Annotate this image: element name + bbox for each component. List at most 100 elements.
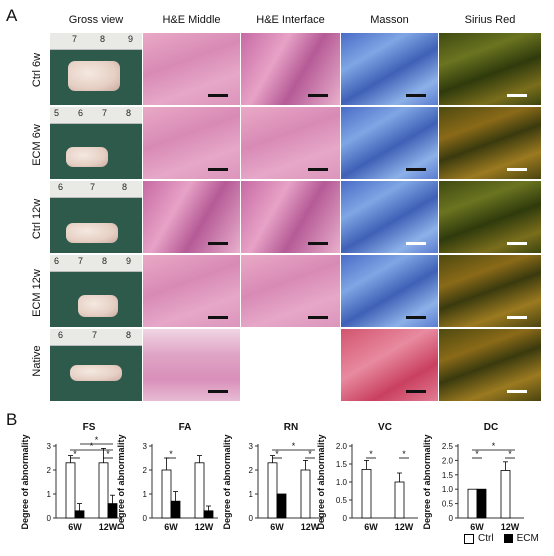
he-middle-native	[143, 329, 240, 401]
y-axis-label: Degree of abnormality	[316, 434, 326, 529]
sirius-ctrl-6w	[439, 33, 541, 105]
gross-ctrl-12w: 6 7 8	[50, 181, 142, 253]
significance-marker: *	[292, 441, 296, 451]
bar-ecm	[203, 510, 214, 519]
scale-bar	[406, 316, 426, 319]
y-tick-label: 1	[249, 490, 254, 499]
x-tick-label: 6W	[68, 522, 82, 532]
bar-ecm	[74, 510, 85, 519]
bar-ctrl	[98, 462, 109, 519]
x-tick-label: 12W	[195, 522, 214, 532]
tissue-sample	[66, 147, 108, 167]
he-middle-ctrl-12w	[143, 181, 240, 253]
sirius-ecm-6w	[439, 107, 541, 179]
gross-ecm-12w: 6 7 8 9	[50, 255, 142, 327]
y-axis-label: Degree of abnormality	[422, 434, 432, 529]
ruler: 6 7 8 9	[50, 255, 142, 272]
y-tick-label: 1.0	[442, 485, 454, 494]
y-tick-label: 0	[249, 514, 254, 523]
y-tick-label: 2	[47, 466, 52, 475]
masson-ecm-6w	[341, 107, 438, 179]
tissue-sample	[66, 223, 118, 243]
scale-bar	[507, 316, 527, 319]
scale-bar	[208, 94, 228, 97]
masson-ctrl-6w	[341, 33, 438, 105]
y-tick-label: 2	[143, 466, 148, 475]
significance-marker: *	[492, 441, 496, 451]
masson-native	[341, 329, 438, 401]
bar-ecm	[107, 503, 118, 519]
scale-bar	[406, 390, 426, 393]
y-tick-label: 2.5	[442, 442, 454, 451]
gross-native: 6 7 8	[50, 329, 142, 401]
significance-marker: *	[95, 435, 99, 445]
row-label-ctrl-12w: Ctrl 12w	[31, 198, 43, 240]
ruler-num: 7	[78, 256, 84, 266]
scale-bar	[507, 168, 527, 171]
row-label-native: Native	[31, 345, 43, 377]
ruler-num: 6	[58, 182, 64, 192]
chart-title: VC	[378, 422, 392, 433]
masson-ctrl-12w	[341, 181, 438, 253]
scale-bar	[507, 94, 527, 97]
scale-bar	[406, 242, 426, 245]
x-tick-label: 6W	[364, 522, 378, 532]
row-label-ctrl-6w: Ctrl 6w	[31, 52, 43, 88]
ruler: 6 7 8	[50, 329, 142, 346]
legend: Ctrl ECM	[464, 533, 539, 544]
panel-b-label: B	[6, 410, 18, 429]
ruler-num: 7	[90, 182, 96, 192]
col-head-masson: Masson	[370, 14, 409, 26]
x-tick-label: 12W	[501, 522, 520, 532]
ruler-num: 8	[126, 108, 132, 118]
y-tick-label: 2.0	[442, 456, 454, 465]
bar-ctrl	[500, 470, 511, 519]
he-interface-ctrl-12w	[241, 181, 340, 253]
y-tick-label: 1	[143, 490, 148, 499]
y-tick-label: 0	[47, 514, 52, 523]
scale-bar	[208, 390, 228, 393]
significance-marker: *	[508, 449, 512, 459]
ruler-num: 7	[72, 34, 78, 44]
ruler-num: 8	[126, 330, 132, 340]
ruler-num: 9	[126, 256, 132, 266]
scale-bar	[406, 168, 426, 171]
scale-bar	[507, 390, 527, 393]
he-middle-ctrl-6w	[143, 33, 240, 105]
scale-bar	[308, 168, 328, 171]
row-label-ecm-6w: ECM 6w	[31, 124, 43, 166]
scale-bar	[308, 94, 328, 97]
legend-ctrl-swatch	[464, 533, 474, 544]
sirius-ctrl-12w	[439, 181, 541, 253]
bar-ecm	[170, 500, 181, 519]
scale-bar	[406, 94, 426, 97]
scale-bar	[308, 316, 328, 319]
sirius-native	[439, 329, 541, 401]
chart-title: DC	[484, 422, 498, 433]
he-middle-ecm-6w	[143, 107, 240, 179]
y-axis-label: Degree of abnormality	[116, 434, 126, 529]
tissue-sample	[68, 61, 120, 91]
row-label-ecm-12w: ECM 12w	[31, 269, 43, 317]
bar-ctrl	[65, 462, 76, 519]
chart-title: FS	[83, 422, 96, 433]
y-tick-label: 0.5	[336, 496, 348, 505]
bar-ctrl	[194, 462, 205, 519]
significance-marker: *	[73, 449, 77, 459]
bar-charts: FS Degree of abnormality 0 1 2 3 6W 12W * * * * FA De…	[0, 418, 554, 551]
gross-ctrl-6w: 7 8 9	[50, 33, 142, 105]
he-interface-ecm-6w	[241, 107, 340, 179]
y-tick-label: 0	[343, 514, 348, 523]
bar-ecm	[476, 488, 487, 519]
he-interface-ctrl-6w	[241, 33, 340, 105]
panel-a-label: A	[6, 6, 18, 25]
significance-marker: *	[90, 441, 94, 451]
significance-marker: *	[308, 449, 312, 459]
x-tick-label: 12W	[301, 522, 320, 532]
x-tick-label: 6W	[470, 522, 484, 532]
ruler-num: 6	[78, 108, 84, 118]
scale-bar	[208, 316, 228, 319]
legend-ctrl-label: Ctrl	[478, 533, 494, 544]
ruler-num: 6	[54, 256, 60, 266]
